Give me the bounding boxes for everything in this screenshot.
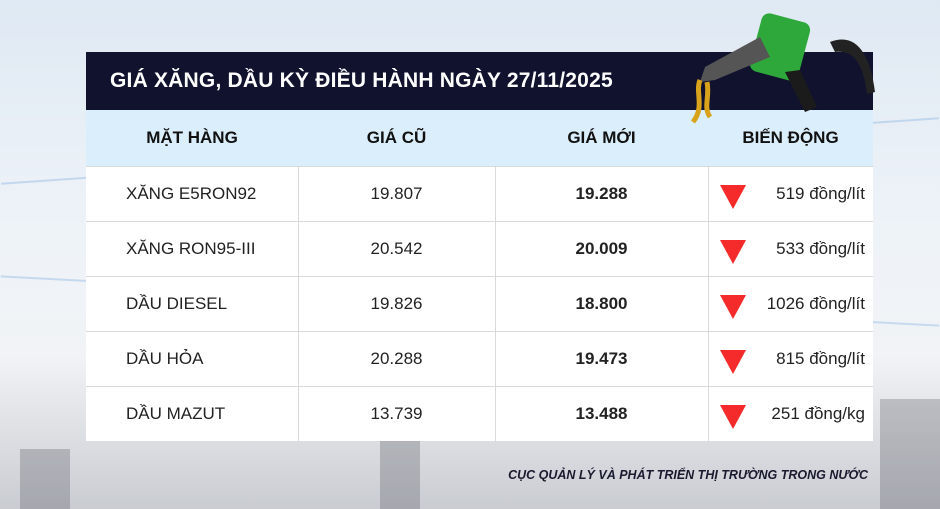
column-header-item: MẶT HÀNG [146,128,238,147]
fuel-nozzle-icon [690,13,875,124]
price-table: GIÁ XĂNG, DẦU KỲ ĐIỀU HÀNH NGÀY 27/11/20… [86,52,873,441]
new-price: 13.488 [575,404,628,423]
table-row: DẦU HỎA 20.288 19.473 815 đồng/lít [86,331,873,386]
triangle-down-icon [720,405,746,429]
change-value: 533 đồng/lít [776,239,865,258]
new-price: 19.288 [575,184,628,203]
column-header-old-price: GIÁ CŨ [366,128,427,147]
old-price: 19.826 [370,294,423,313]
table-row: XĂNG E5RON92 19.807 19.288 519 đồng/lít [86,166,873,221]
change-cell: 1026 đồng/lít [708,277,873,331]
old-price: 20.288 [370,349,423,368]
item-name: DẦU MAZUT [126,404,226,423]
new-price: 18.800 [575,294,628,313]
change-cell: 815 đồng/lít [708,332,873,386]
change-value: 251 đồng/kg [771,404,865,423]
triangle-down-icon [720,295,746,319]
new-price: 19.473 [575,349,628,368]
table-row: DẦU MAZUT 13.739 13.488 251 đồng/kg [86,386,873,441]
old-price: 19.807 [370,184,423,203]
item-name: XĂNG RON95-III [126,239,256,258]
column-header-change: BIẾN ĐỘNG [742,128,839,147]
old-price: 13.739 [370,404,423,423]
new-price: 20.009 [575,239,628,258]
change-value: 519 đồng/lít [776,184,865,203]
change-cell: 251 đồng/kg [708,387,873,441]
change-cell: 519 đồng/lít [708,167,873,221]
item-name: DẦU HỎA [126,349,204,368]
source-footer: CỤC QUẢN LÝ VÀ PHÁT TRIỂN THỊ TRƯỜNG TRO… [508,468,868,482]
triangle-down-icon [720,185,746,209]
triangle-down-icon [720,240,746,264]
column-header-new-price: GIÁ MỚI [567,128,636,147]
item-name: XĂNG E5RON92 [126,184,257,203]
item-name: DẦU DIESEL [126,294,228,313]
triangle-down-icon [720,350,746,374]
table-row: DẦU DIESEL 19.826 18.800 1026 đồng/lít [86,276,873,331]
change-value: 815 đồng/lít [776,349,865,368]
page-title: GIÁ XĂNG, DẦU KỲ ĐIỀU HÀNH NGÀY 27/11/20… [86,52,873,110]
old-price: 20.542 [370,239,423,258]
table-row: XĂNG RON95-III 20.542 20.009 533 đồng/lí… [86,221,873,276]
change-cell: 533 đồng/lít [708,222,873,276]
table-header: MẶT HÀNG GIÁ CŨ GIÁ MỚI BIẾN ĐỘNG [86,110,873,166]
change-value: 1026 đồng/lít [766,294,865,313]
